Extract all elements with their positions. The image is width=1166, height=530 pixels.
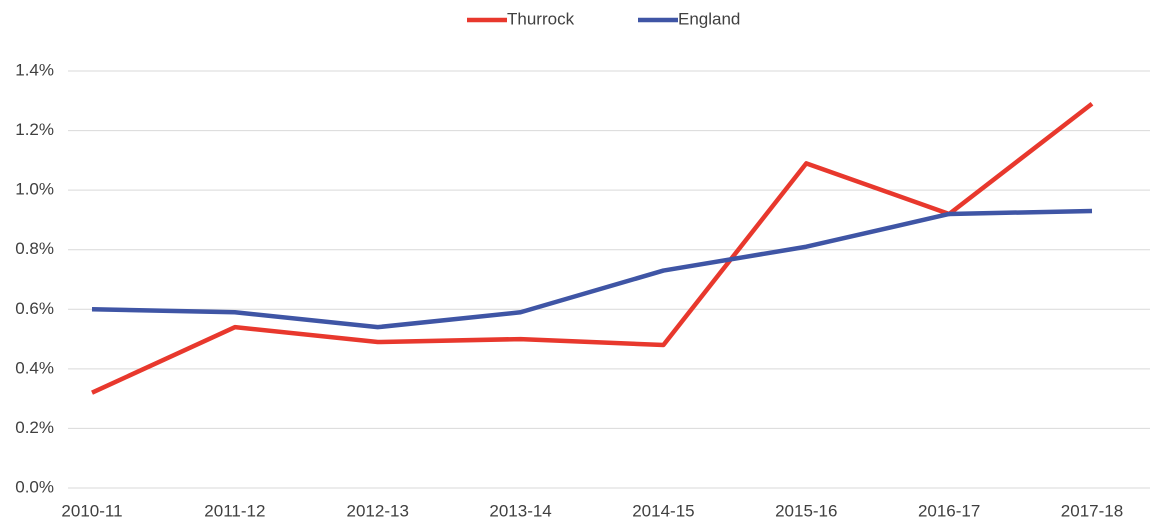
y-tick-label: 0.8%: [15, 239, 54, 258]
x-tick-label: 2014-15: [632, 501, 694, 520]
y-tick-label: 0.6%: [15, 299, 54, 318]
x-tick-label: 2015-16: [775, 501, 837, 520]
y-tick-label: 1.4%: [15, 60, 54, 79]
series-line: [91, 101, 1094, 395]
y-tick-label: 1.2%: [15, 120, 54, 139]
y-tick-label: 0.2%: [15, 418, 54, 437]
x-tick-label: 2012-13: [347, 501, 409, 520]
x-tick-label: 2010-11: [61, 501, 122, 520]
legend-label: England: [678, 9, 740, 28]
y-tick-label: 0.0%: [15, 477, 54, 496]
series-line: [91, 208, 1093, 330]
legend-label: Thurrock: [507, 9, 575, 28]
x-tick-label: 2011-12: [204, 501, 265, 520]
x-tick-label: 2017-18: [1061, 501, 1123, 520]
x-tick-label: 2016-17: [918, 501, 980, 520]
y-tick-label: 0.4%: [15, 358, 54, 377]
y-tick-label: 1.0%: [15, 180, 54, 199]
x-tick-label: 2013-14: [489, 501, 551, 520]
